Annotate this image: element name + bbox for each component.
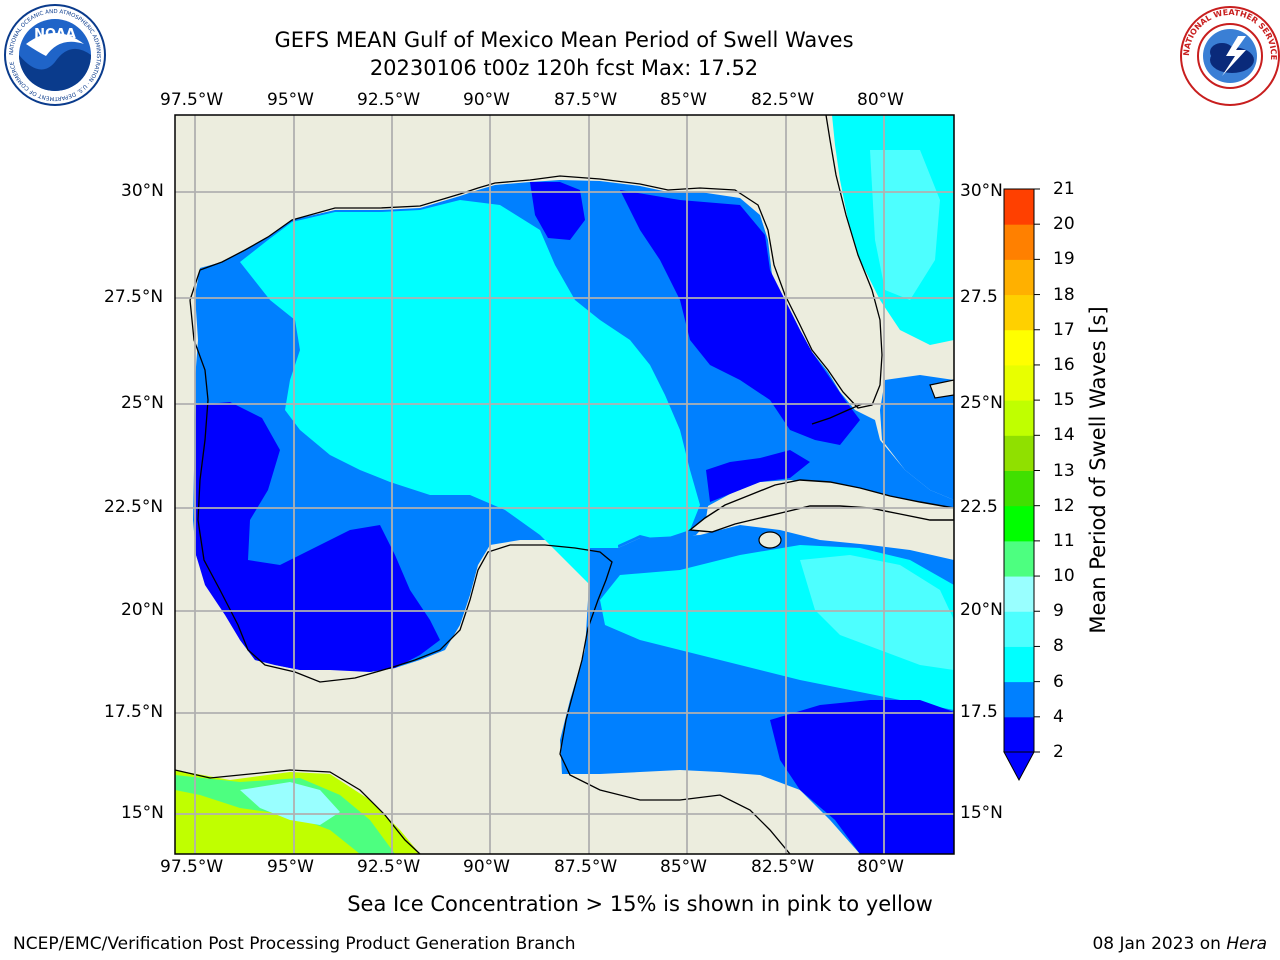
lat-label-left-1: 30°N [121,181,164,201]
colorbar-tick-label: 6 [1053,671,1064,692]
pacific-ice-zone-green [175,775,395,854]
bahamas-water [880,375,954,500]
lon-label-bottom-3: 92.5°W [357,857,421,877]
colorbar-segment [1004,470,1034,507]
colorbar-tick-label: 2 [1053,742,1064,762]
colorbar-segment [1004,681,1034,718]
gulf-coastline [189,115,883,409]
footer-host: Hera [1226,934,1267,954]
lon-label-top-5: 87.5°W [554,90,618,110]
northcentral-deep-zone [530,182,585,240]
colorbar-tick-label: 11 [1053,530,1075,551]
colorbar-segment [1004,576,1034,612]
colorbar-segment [1004,505,1034,542]
colorbar-tick-label: 10 [1053,566,1075,587]
caribbean-deep-zone [770,700,954,854]
bahamas-outline [929,379,954,399]
colorbar-tick-label: 13 [1053,460,1075,481]
colorbar-segment [1004,435,1034,471]
colorbar-tick-label: 19 [1053,249,1075,270]
lat-label-left-4: 22.5°N [104,497,164,517]
colorbar-segment [1004,329,1034,366]
west-deep-zone [194,402,440,672]
lon-label-bottom-5: 87.5°W [554,857,618,877]
footer-date: 08 Jan 2023 on Hera [1092,934,1267,954]
colorbar-tick-label: 20 [1053,214,1075,235]
colorbar-tick-label: 14 [1053,425,1075,446]
colorbar-title: Mean Period of Swell Waves [s] [1086,306,1110,634]
lat-label-left-2: 27.5°N [104,287,164,307]
lon-label-bottom-7: 82.5°W [751,857,815,877]
colorbar-tick-label: 17 [1053,319,1075,340]
colorbar-segment [1004,294,1034,331]
caribbean-light-zone [800,555,954,670]
lat-label-right-4: 22.5 [960,497,998,517]
lat-label-right-3: 25°N [960,393,1003,413]
pacific-coastline [175,769,421,854]
colorbar-tick-label: 4 [1053,706,1064,727]
noaa-logo: NOAA NATIONAL OCEANIC AND ATMOSPHERIC AD… [4,4,106,106]
colorbar-extend-min [1003,751,1035,782]
lat-label-right-6: 17.5 [960,702,998,722]
nws-logo: NATIONAL WEATHER SERVICE [1180,6,1280,106]
colorbar-tick-label: 21 [1053,179,1075,199]
lon-label-top-3: 92.5°W [357,90,421,110]
mexico-coastline [189,299,791,854]
colorbar-segment [1004,259,1034,296]
colorbar-segment [1004,364,1034,401]
colorbar-tick-label: 16 [1053,354,1075,375]
cuba-island [688,479,954,533]
lon-label-top-8: 80°W [857,90,904,110]
sea-ice-note: Sea Ice Concentration > 15% is shown in … [347,892,933,916]
colorbar-segment [1004,540,1034,577]
colorbar-segment [1004,189,1034,225]
lon-label-bottom-6: 85°W [660,857,707,877]
lon-label-top-1: 97.5°W [160,90,224,110]
lon-label-top-4: 90°W [463,90,510,110]
lon-label-bottom-2: 95°W [267,857,314,877]
lon-label-top-6: 85°W [660,90,707,110]
atlantic-light-zone [870,150,940,300]
northeast-deep-zone [620,190,860,445]
map-title: GEFS MEAN Gulf of Mexico Mean Period of … [274,28,854,52]
colorbar-tick-label: 8 [1053,636,1064,657]
colorbar-tick-label: 18 [1053,284,1075,305]
lat-label-right-1: 30°N [960,181,1003,201]
lat-label-right-5: 20°N [960,600,1003,620]
footer-credit: NCEP/EMC/Verification Post Processing Pr… [13,934,576,954]
map-frame [174,114,955,855]
lon-label-top-2: 95°W [267,90,314,110]
lat-label-right-2: 27.5 [960,287,998,307]
lon-label-bottom-8: 80°W [857,857,904,877]
florida-straits-deep [706,450,810,502]
colorbar-segment [1004,716,1034,753]
map-subtitle: 20230106 t00z 120h fcst Max: 17.52 [369,56,759,80]
lat-label-left-5: 20°N [121,600,164,620]
lon-label-bottom-1: 97.5°W [160,857,224,877]
lon-label-top-7: 82.5°W [751,90,815,110]
lat-label-left-6: 17.5°N [104,702,164,722]
florida-keys [811,403,863,425]
colorbar-segment [1004,611,1034,647]
colorbar-segment [1004,400,1034,436]
lat-label-left-3: 25°N [121,393,164,413]
lat-label-right-7: 15°N [960,803,1003,823]
colorbar-segment [1004,224,1034,260]
colorbar-segment [1004,646,1034,683]
noaa-logo-text: NOAA [34,27,76,42]
colorbar-tick-label: 12 [1053,495,1075,516]
isle-of-youth [758,531,782,549]
colorbar-tick-label: 9 [1053,601,1064,622]
footer-date-text: 08 Jan 2023 on [1092,934,1221,954]
lon-label-bottom-4: 90°W [463,857,510,877]
colorbar-tick-label: 15 [1053,390,1075,411]
lat-label-left-7: 15°N [121,803,164,823]
map-panel [175,115,954,854]
graticule [175,115,954,854]
colorbar [1003,188,1040,782]
